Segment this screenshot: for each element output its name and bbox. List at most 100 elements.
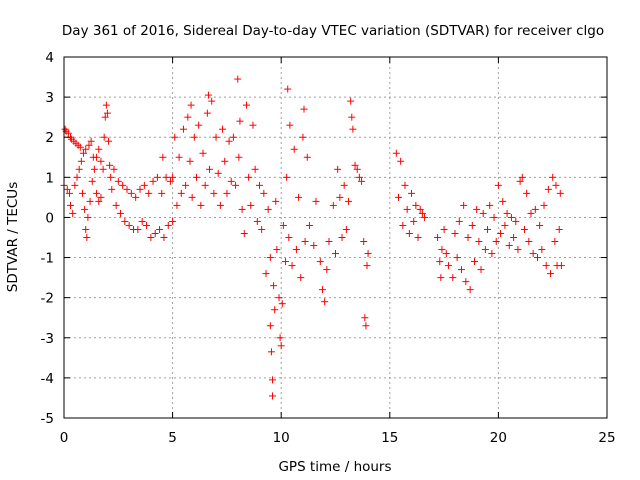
data-point-marker <box>364 250 372 258</box>
data-point-marker <box>449 274 457 282</box>
data-point-marker <box>187 101 195 109</box>
data-point-marker <box>444 262 452 270</box>
data-point-marker <box>169 217 177 225</box>
data-point-marker <box>488 250 496 258</box>
data-point-marker <box>106 161 114 169</box>
data-point-marker <box>310 242 318 250</box>
data-point-marker <box>253 217 261 225</box>
data-point-marker <box>544 185 552 193</box>
data-point-marker <box>301 238 309 246</box>
data-point-marker <box>76 143 84 151</box>
y-axis-label: SDTVAR / TECUs <box>5 182 21 292</box>
data-point-marker <box>197 201 205 209</box>
data-point-marker <box>351 161 359 169</box>
data-point-marker <box>555 225 563 233</box>
data-point-marker <box>497 229 505 237</box>
data-point-marker <box>312 197 320 205</box>
data-point-marker <box>166 177 174 185</box>
data-point-marker <box>219 125 227 133</box>
data-point-marker <box>284 85 292 93</box>
data-point-marker <box>297 274 305 282</box>
data-point-marker <box>160 234 168 241</box>
data-point-marker <box>518 173 526 181</box>
data-point-marker <box>83 234 91 241</box>
data-point-marker <box>119 181 127 189</box>
data-point-marker <box>408 189 416 197</box>
data-point-marker <box>199 149 207 157</box>
data-point-marker <box>71 181 79 189</box>
data-point-marker <box>437 274 445 282</box>
data-point-marker <box>159 153 167 161</box>
data-point-marker <box>63 185 71 193</box>
data-point-marker <box>340 181 348 189</box>
data-point-marker <box>229 133 237 141</box>
data-point-marker <box>348 113 356 121</box>
data-points <box>60 75 565 400</box>
data-point-marker <box>204 91 212 99</box>
data-point-marker <box>451 229 459 237</box>
data-point-marker <box>236 117 244 125</box>
y-tick-labels: -5 -4 -3 -2 -1 0 1 2 3 4 <box>41 50 54 427</box>
data-point-marker <box>179 125 187 133</box>
data-point-marker <box>269 392 277 400</box>
data-point-marker <box>349 125 357 133</box>
data-point-marker <box>212 133 220 141</box>
data-point-marker <box>556 189 564 197</box>
data-point-marker <box>234 75 242 83</box>
y-tick-label: 2 <box>45 130 54 146</box>
data-point-marker <box>277 342 285 350</box>
data-point-marker <box>394 193 402 201</box>
data-point-marker <box>525 238 533 246</box>
data-point-marker <box>82 145 90 153</box>
data-point-marker <box>192 173 200 181</box>
data-point-marker <box>95 145 103 153</box>
data-point-marker <box>505 242 513 250</box>
data-point-marker <box>440 225 448 233</box>
data-point-marker <box>288 262 296 270</box>
data-point-marker <box>514 246 522 254</box>
data-point-marker <box>100 133 108 141</box>
data-point-marker <box>102 101 110 109</box>
data-point-marker <box>499 197 507 205</box>
data-point-marker <box>101 113 109 121</box>
data-point-marker <box>123 185 131 193</box>
data-point-marker <box>110 165 118 173</box>
data-point-marker <box>75 165 83 173</box>
data-point-marker <box>538 246 546 254</box>
data-point-marker <box>77 157 85 165</box>
data-point-marker <box>201 181 209 189</box>
data-point-marker <box>188 193 196 201</box>
data-point-marker <box>134 225 142 233</box>
data-point-marker <box>299 133 307 141</box>
data-point-marker <box>105 137 113 145</box>
data-point-marker <box>484 225 492 233</box>
data-point-marker <box>329 201 337 209</box>
data-point-marker <box>73 173 81 181</box>
data-point-marker <box>270 282 278 290</box>
y-tick-label: 3 <box>45 90 54 106</box>
data-point-marker <box>283 173 291 181</box>
data-point-marker <box>300 105 308 113</box>
data-point-marker <box>221 157 229 165</box>
data-point-marker <box>282 258 290 266</box>
data-point-marker <box>501 221 509 229</box>
data-point-marker <box>108 185 116 193</box>
data-point-marker <box>232 181 240 189</box>
data-point-marker <box>240 229 248 237</box>
data-point-marker <box>438 246 446 254</box>
data-point-marker <box>140 181 148 189</box>
data-point-marker <box>471 258 479 266</box>
data-point-marker <box>97 157 105 165</box>
data-point-marker <box>107 173 115 181</box>
data-point-marker <box>405 229 413 237</box>
data-point-marker <box>214 169 222 177</box>
data-point-marker <box>173 201 181 209</box>
data-point-marker <box>434 234 442 241</box>
data-point-marker <box>190 133 198 141</box>
data-point-marker <box>162 173 170 181</box>
data-point-marker <box>223 189 231 197</box>
data-point-marker <box>416 205 424 213</box>
data-point-marker <box>95 197 103 205</box>
x-tick-label: 0 <box>60 430 69 446</box>
data-point-marker <box>87 137 95 145</box>
